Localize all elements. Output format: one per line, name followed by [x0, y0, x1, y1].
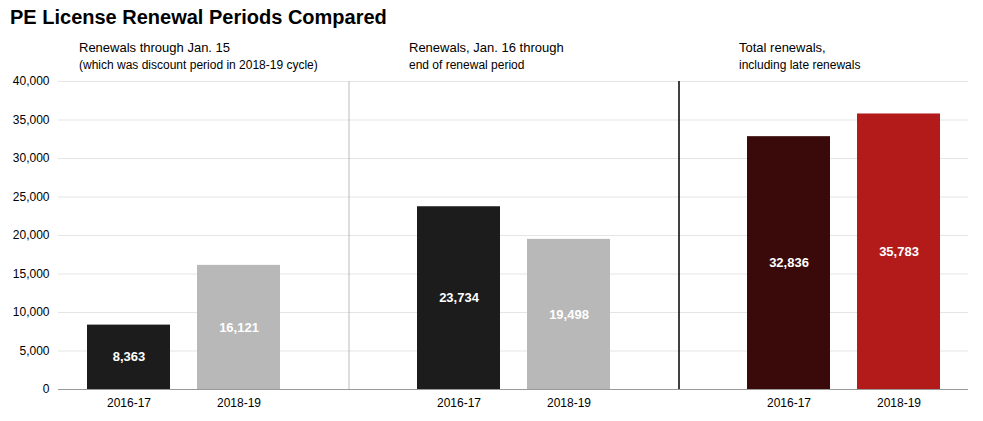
svg-text:20,000: 20,000	[13, 228, 50, 242]
svg-text:19,498: 19,498	[549, 307, 589, 322]
svg-text:2018-19: 2018-19	[217, 396, 261, 410]
svg-text:2018-19: 2018-19	[547, 396, 591, 410]
svg-text:(which was discount period in: (which was discount period in 2018-19 cy…	[79, 58, 318, 72]
svg-text:30,000: 30,000	[13, 151, 50, 165]
svg-text:0: 0	[43, 382, 50, 396]
svg-text:15,000: 15,000	[13, 267, 50, 281]
svg-text:40,000: 40,000	[13, 74, 50, 88]
svg-text:35,783: 35,783	[879, 244, 919, 259]
svg-text:Renewals, Jan. 16 through: Renewals, Jan. 16 through	[409, 40, 564, 55]
svg-text:8,363: 8,363	[113, 349, 146, 364]
svg-text:25,000: 25,000	[13, 190, 50, 204]
svg-text:10,000: 10,000	[13, 305, 50, 319]
svg-text:35,000: 35,000	[13, 113, 50, 127]
html-text:PE License Renewal Periods Com: PE License Renewal Periods Compared	[10, 6, 387, 28]
svg-text:2016-17: 2016-17	[437, 396, 481, 410]
svg-text:23,734: 23,734	[439, 290, 480, 305]
svg-text:2018-19: 2018-19	[877, 396, 921, 410]
svg-text:Renewals through Jan. 15: Renewals through Jan. 15	[79, 40, 230, 55]
svg-text:32,836: 32,836	[769, 255, 809, 270]
svg-text:2016-17: 2016-17	[767, 396, 811, 410]
svg-text:5,000: 5,000	[19, 344, 49, 358]
svg-text:2016-17: 2016-17	[107, 396, 151, 410]
svg-text:end of renewal period: end of renewal period	[409, 58, 524, 72]
svg-text:16,121: 16,121	[219, 320, 259, 335]
svg-text:including late renewals: including late renewals	[739, 58, 860, 72]
svg-text:Total renewals,: Total renewals,	[739, 40, 826, 55]
